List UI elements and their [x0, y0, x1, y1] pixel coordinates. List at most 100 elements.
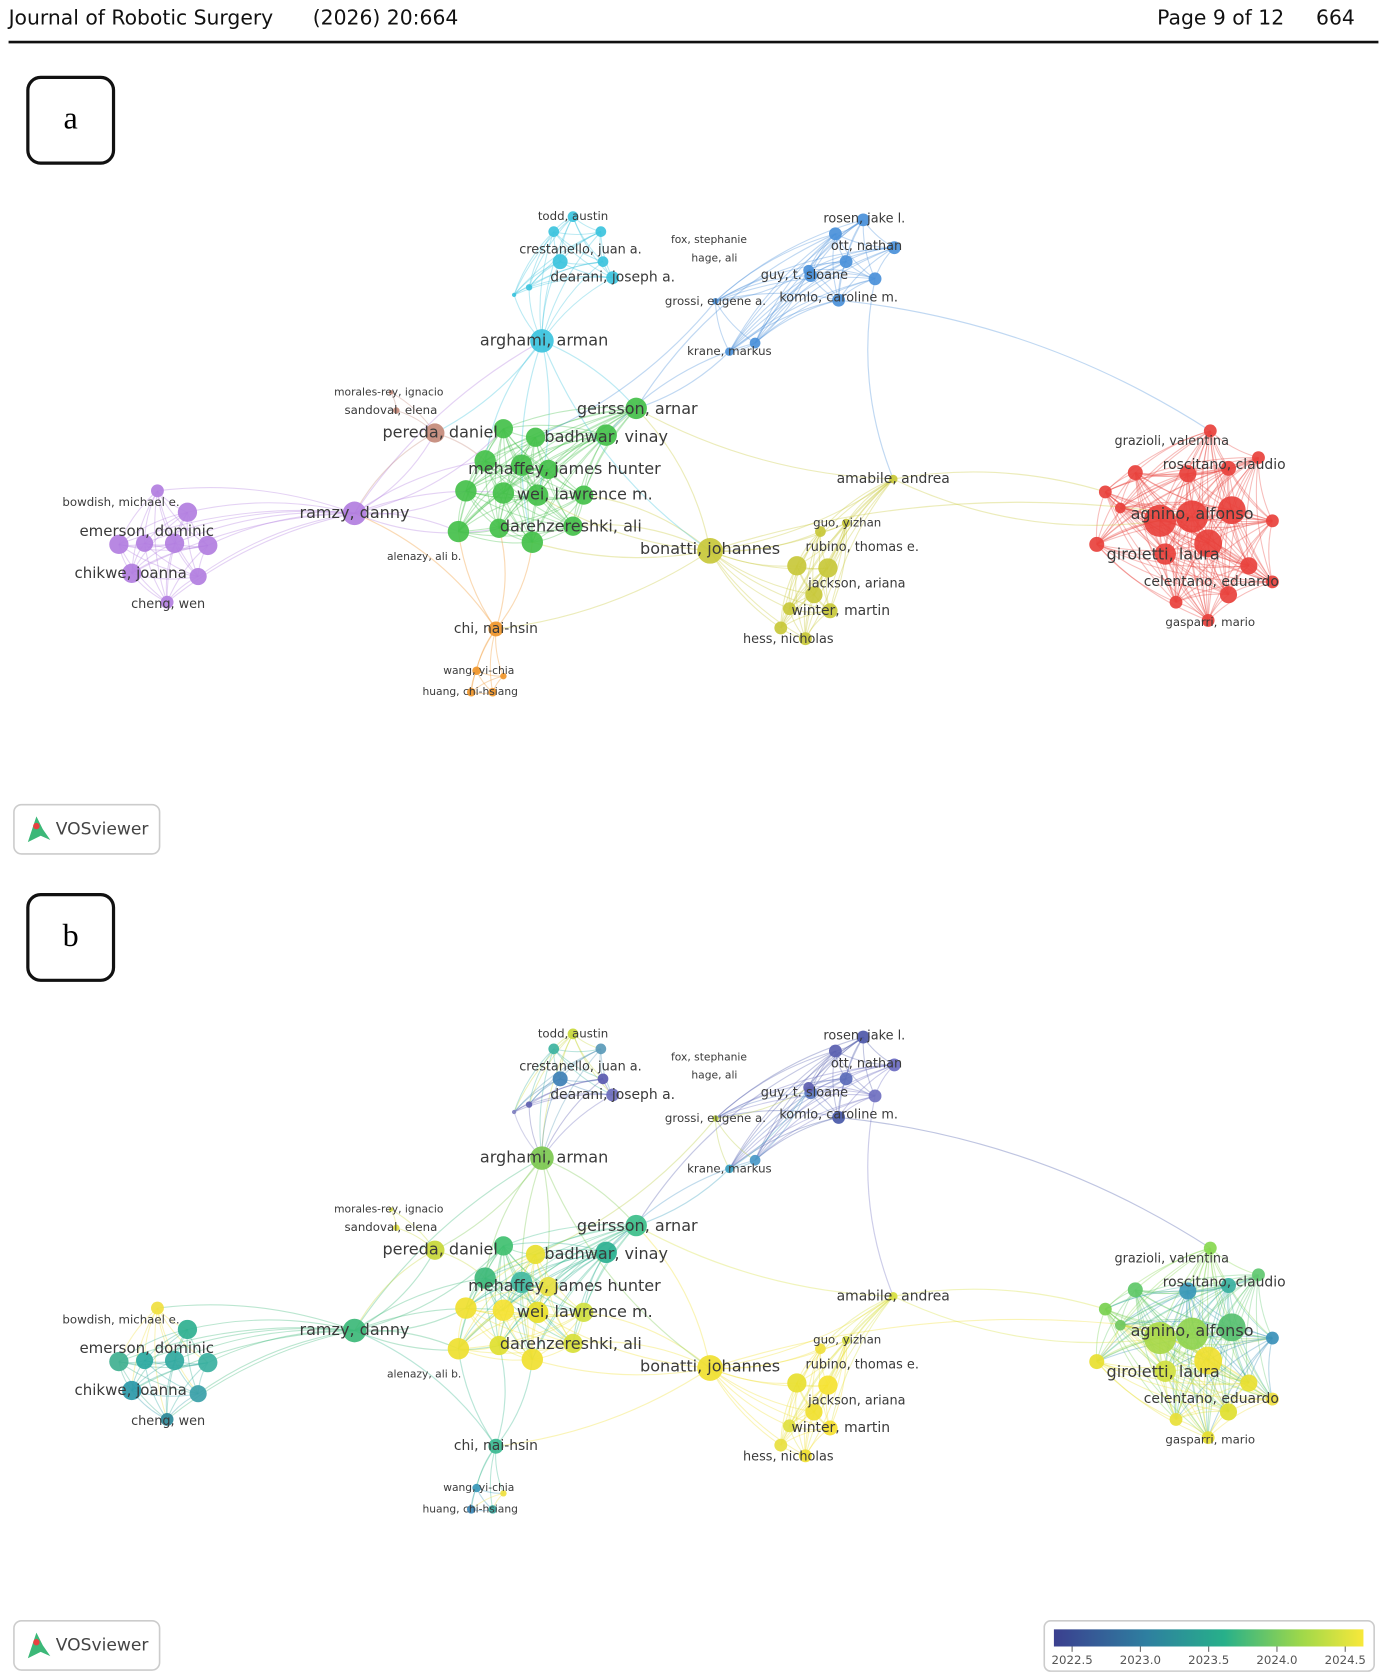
edge [1227, 1274, 1259, 1412]
node [548, 1043, 560, 1055]
edge [458, 1311, 584, 1350]
edge [1227, 520, 1273, 595]
edge [1105, 1290, 1188, 1310]
node [488, 1505, 497, 1514]
edge [829, 522, 847, 612]
edge [465, 1251, 607, 1309]
node-label: giroletti, laura [1107, 1362, 1220, 1381]
edge [780, 1340, 847, 1446]
edge [553, 231, 601, 236]
node-label: huang, chi-hsiang [422, 1502, 517, 1515]
edge [1164, 1274, 1259, 1372]
edge [1165, 553, 1273, 583]
node-label: alenazy, ali b. [387, 550, 461, 563]
edge [1207, 520, 1273, 621]
node [787, 1373, 807, 1393]
node-label: rosen, jake l. [823, 1029, 905, 1044]
node-label: giroletti, laura [1107, 545, 1220, 564]
node-label: emerson, dominic [79, 1339, 214, 1357]
node-label: agnino, alfonso [1131, 504, 1254, 523]
edge [457, 1245, 504, 1349]
node-label: cheng, wen [131, 1414, 205, 1429]
edge [503, 424, 607, 436]
node-label: pereda, daniel [383, 1240, 498, 1259]
edge [498, 1254, 536, 1346]
node [122, 1380, 142, 1401]
edge [144, 1327, 355, 1362]
edge [503, 1251, 607, 1311]
node-label: grossi, eugene a. [665, 294, 766, 308]
node-label: hess, nicholas [743, 632, 834, 647]
node-label: chikwe, joanna [75, 564, 187, 582]
edge [494, 1245, 504, 1346]
edge [572, 408, 637, 527]
article-number: 664 [1316, 6, 1355, 30]
node [597, 1073, 609, 1085]
edge [457, 436, 536, 532]
edge [1172, 473, 1189, 603]
edge [495, 542, 533, 630]
edge [495, 1345, 506, 1447]
edge [728, 275, 812, 352]
edge [810, 1064, 895, 1094]
node [455, 480, 477, 502]
node [521, 1348, 544, 1371]
node-label: pereda, daniel [383, 423, 498, 442]
edge [715, 1086, 809, 1120]
node [697, 537, 723, 564]
edge [827, 478, 894, 569]
edge [458, 494, 584, 533]
node [136, 534, 154, 552]
edge [465, 490, 584, 501]
edge [144, 510, 355, 544]
edge [1096, 544, 1177, 603]
edge [1134, 1247, 1211, 1291]
edge [729, 1116, 839, 1170]
edge [1165, 1337, 1273, 1372]
edge [353, 1249, 436, 1331]
edge [1175, 1398, 1273, 1420]
edge [534, 437, 574, 527]
node [787, 556, 807, 576]
node [552, 1071, 568, 1087]
edge [553, 1048, 613, 1096]
edge [1096, 1361, 1273, 1400]
node [1220, 460, 1236, 476]
node [122, 563, 142, 583]
edge [715, 1036, 864, 1119]
node [1252, 451, 1265, 465]
edge [197, 1330, 355, 1395]
vosviewer-badge: VOSviewer [13, 803, 161, 855]
node [841, 518, 851, 528]
node-label: krane, markus [687, 1161, 772, 1175]
edge [710, 522, 847, 552]
node [749, 1154, 761, 1166]
node-label: wang, yi-chia [443, 664, 514, 677]
edge [118, 509, 355, 545]
node [474, 450, 496, 472]
edge [503, 1225, 637, 1311]
edge [1185, 473, 1209, 621]
edge [829, 1340, 847, 1429]
edge [537, 340, 550, 496]
node [160, 595, 174, 609]
vosviewer-badge: VOSviewer [13, 1619, 161, 1671]
node [1179, 1282, 1197, 1300]
node-label: guo, yizhan [813, 1333, 881, 1347]
edge [541, 340, 637, 409]
edge [503, 406, 637, 430]
node [725, 1164, 734, 1174]
node [342, 501, 367, 526]
edge [845, 1295, 894, 1341]
edge [166, 512, 355, 603]
node [712, 298, 719, 305]
edge [572, 1225, 637, 1344]
edge [434, 340, 543, 434]
edge [709, 550, 831, 612]
edge [804, 1340, 847, 1457]
edge [729, 1087, 810, 1170]
edge [187, 1319, 355, 1332]
node [1127, 465, 1143, 481]
node [841, 1335, 851, 1345]
node-label: amabile, andrea [837, 1288, 950, 1304]
